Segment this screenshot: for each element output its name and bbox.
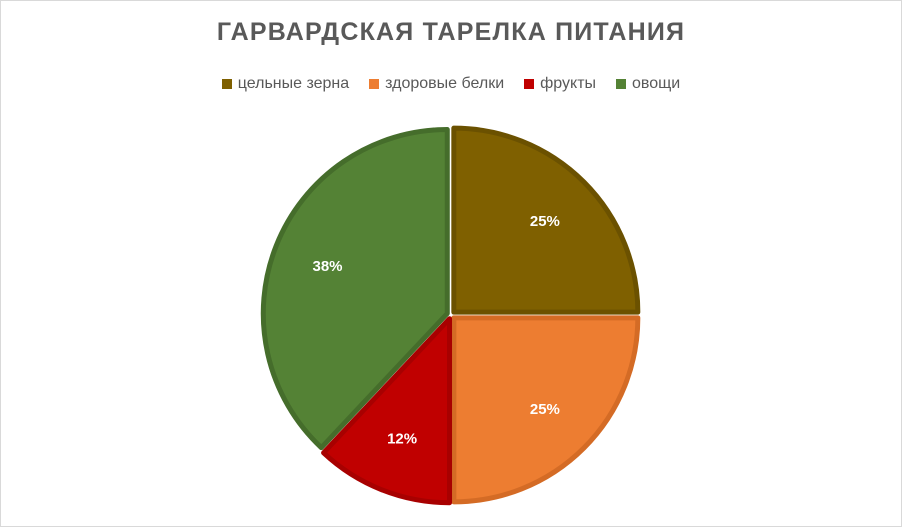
- pie-slice-vegetables: [260, 127, 450, 451]
- data-label-fruits: 12%: [387, 430, 417, 447]
- data-label-healthy-proteins: 25%: [530, 401, 560, 418]
- legend-label: фрукты: [540, 75, 597, 92]
- legend-label: здоровые белки: [385, 75, 505, 92]
- pie-slice-fruits: [321, 316, 453, 506]
- legend-swatch: [616, 79, 627, 89]
- legend-label: овощи: [632, 75, 681, 92]
- legend-swatch: [369, 79, 380, 89]
- chart-title: ГАРВАРДСКАЯ ТАРЕЛКА ПИТАНИЯ: [216, 18, 686, 46]
- pie-slice-whole-grains: [451, 125, 641, 315]
- chart-legend: цельные зерна здоровые белки фрукты овощ…: [0, 75, 902, 93]
- pie-slice-healthy-proteins: [451, 315, 641, 505]
- legend-label: цельные зерна: [237, 75, 350, 92]
- legend-swatch: [221, 79, 232, 89]
- data-label-vegetables: 38%: [313, 258, 343, 275]
- legend-item-vegetables: овощи: [616, 75, 680, 93]
- legend-item-fruits: фрукты: [524, 75, 596, 93]
- legend-item-healthy-proteins: здоровые белки: [369, 75, 504, 93]
- data-label-whole-grains: 25%: [530, 213, 560, 230]
- legend-item-whole-grains: цельные зерна: [221, 75, 350, 93]
- legend-swatch: [524, 79, 535, 89]
